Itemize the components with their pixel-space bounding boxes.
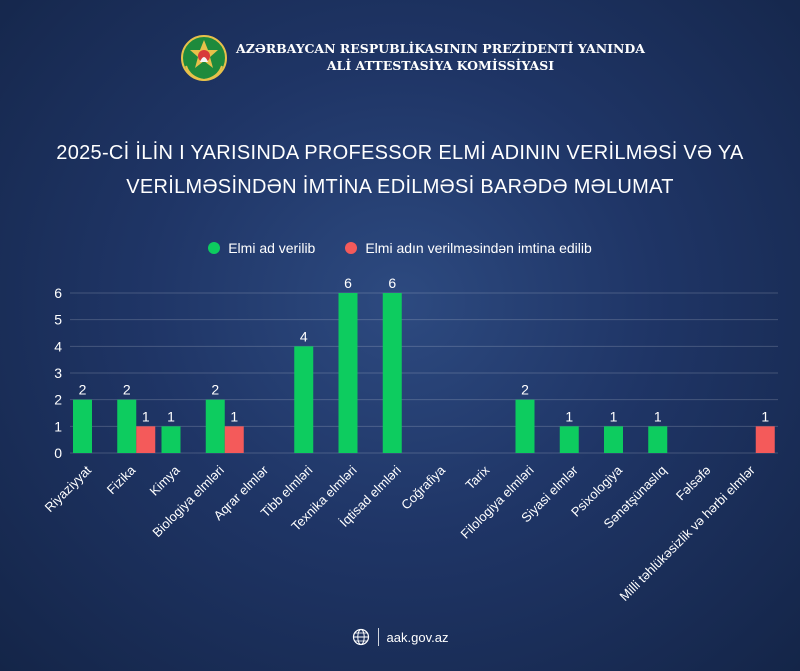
bar [224, 426, 244, 453]
data-label: 1 [230, 408, 238, 424]
bar [73, 399, 92, 453]
bar [161, 426, 181, 453]
azerbaijan-emblem-icon [181, 35, 227, 82]
globe-icon [352, 628, 369, 646]
x-tick-label: Coğrafiya [398, 462, 448, 512]
legend-item-granted: Elmi ad verilib [208, 240, 315, 256]
legend-swatch-green [208, 242, 221, 254]
bar [205, 399, 225, 453]
title-line-1: 2025-Cİ İLİN I YARISINDA PROFESSOR ELMİ … [56, 142, 744, 164]
y-tick-label: 3 [54, 365, 62, 381]
org-line-1: AZƏRBAYCAN RESPUBLİKASININ PREZİDENTİ YA… [236, 41, 645, 56]
bar [382, 293, 402, 453]
bar [117, 399, 137, 453]
legend-item-refused: Elmi adın verilməsindən imtina edilib [345, 240, 592, 256]
y-tick-label: 0 [54, 445, 62, 461]
data-label: 4 [300, 328, 308, 344]
chart-title: 2025-Cİ İLİN I YARISINDA PROFESSOR ELMİ … [40, 136, 760, 204]
data-label: 6 [344, 275, 352, 291]
org-line-2: ALİ ATTESTASİYA KOMİSSİYASI [326, 58, 555, 73]
bar [755, 426, 775, 453]
data-label: 1 [167, 408, 175, 424]
data-label: 2 [123, 382, 131, 398]
data-label: 2 [79, 382, 87, 398]
title-line-2: VERİLMƏSİNDƏN İMTİNA EDİLMƏSİ BARƏDƏ MƏL… [126, 176, 674, 198]
y-tick-label: 1 [54, 418, 62, 434]
x-tick-label: Kimya [146, 462, 183, 499]
footer-separator [377, 628, 379, 646]
data-label: 6 [388, 275, 396, 291]
data-label: 1 [654, 408, 662, 424]
y-tick-label: 2 [54, 392, 62, 408]
y-tick-label: 6 [54, 285, 62, 301]
organization-name: AZƏRBAYCAN RESPUBLİKASININ PREZİDENTİ YA… [236, 40, 645, 74]
bar [338, 293, 358, 453]
bar [515, 399, 535, 453]
bar [136, 426, 156, 453]
chart-legend: Elmi ad verilib Elmi adın verilməsindən … [0, 240, 800, 256]
data-label: 1 [142, 408, 150, 424]
data-label: 1 [761, 408, 769, 424]
data-label: 2 [521, 382, 529, 398]
footer-url[interactable]: aak.gov.az [386, 629, 449, 645]
footer: aak.gov.az [0, 628, 800, 646]
header: AZƏRBAYCAN RESPUBLİKASININ PREZİDENTİ YA… [0, 30, 800, 90]
legend-label-refused: Elmi adın verilməsindən imtina edilib [365, 240, 592, 256]
x-tick-label: Fəlsəfə [673, 463, 714, 504]
y-tick-label: 4 [54, 338, 62, 354]
legend-label-granted: Elmi ad verilib [228, 240, 316, 256]
data-label: 1 [610, 408, 618, 424]
bar [648, 426, 668, 453]
bar [559, 426, 579, 453]
bar [604, 426, 623, 453]
x-tick-label: Fizika [104, 462, 139, 497]
data-label: 2 [211, 382, 219, 398]
legend-swatch-red [345, 242, 358, 254]
x-tick-label: Riyaziyyat [42, 462, 95, 515]
data-label: 1 [565, 408, 573, 424]
x-tick-label: Tarix [462, 462, 492, 492]
y-tick-label: 5 [54, 312, 62, 328]
bar [294, 346, 314, 453]
